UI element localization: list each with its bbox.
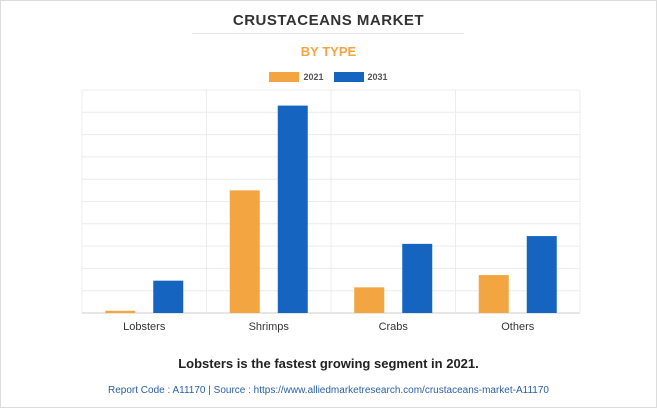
chart-title: CRUSTACEANS MARKET xyxy=(232,12,425,29)
legend-item-2021[interactable]: 2021 xyxy=(269,72,324,82)
x-tick-label: Crabs xyxy=(379,321,409,333)
bar-2031-others xyxy=(526,236,557,313)
bar-2031-crabs xyxy=(402,243,433,313)
legend-label-2021: 2021 xyxy=(303,72,324,82)
source-footer[interactable]: Report Code : A11170 | Source : https://… xyxy=(108,385,549,396)
x-tick-label: Lobsters xyxy=(123,321,166,333)
bar-2021-shrimps xyxy=(229,190,260,313)
legend-item-2031[interactable]: 2031 xyxy=(333,72,388,82)
legend-swatch-2021 xyxy=(269,72,300,82)
chart-subtitle: BY TYPE xyxy=(300,44,357,59)
bar-2021-crabs xyxy=(354,287,385,313)
legend-swatch-2031 xyxy=(333,72,364,82)
x-tick-label: Shrimps xyxy=(249,321,290,333)
legend: 2021 2031 xyxy=(0,72,657,82)
chart-caption: Lobsters is the fastest growing segment … xyxy=(178,356,479,371)
bar-2021-lobsters xyxy=(105,310,136,313)
title-divider xyxy=(192,33,464,34)
bar-2021-others xyxy=(478,275,509,313)
x-tick-label: Others xyxy=(501,321,535,333)
legend-label-2031: 2031 xyxy=(367,72,388,82)
bar-2031-shrimps xyxy=(277,105,308,313)
bar-2031-lobsters xyxy=(153,280,184,313)
